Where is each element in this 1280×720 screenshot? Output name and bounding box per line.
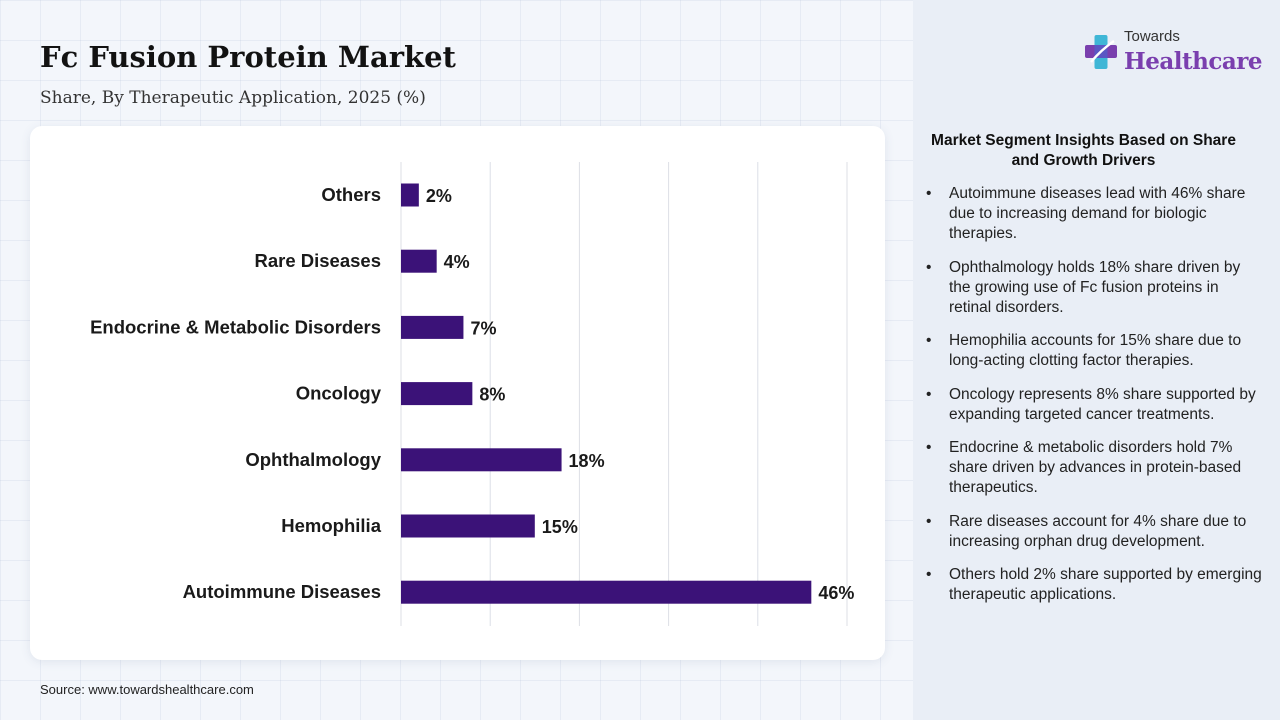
category-label: Hemophilia — [281, 515, 381, 536]
value-label: 18% — [569, 451, 605, 471]
bar — [401, 382, 473, 406]
bar — [401, 183, 419, 207]
insight-item: Rare diseases account for 4% share due t… — [923, 512, 1263, 552]
value-label: 2% — [426, 186, 452, 206]
brand-logo: Towards Healthcare — [1081, 28, 1263, 78]
chart-card: Others 2% Rare Diseases 4% Endocrine & Metab… — [30, 126, 885, 660]
source-note: Source: www.towardshealthcare.com — [40, 682, 254, 697]
plus-cross-icon — [1085, 35, 1117, 69]
insights-title: Market Segment Insights Based on Share a… — [931, 132, 1236, 169]
brand-name-bottom: Healthcare — [1124, 48, 1263, 75]
bar — [401, 249, 437, 273]
insight-item: Autoimmune diseases lead with 46% share … — [923, 184, 1263, 244]
insight-item: Hemophilia accounts for 15% share due to… — [923, 331, 1263, 371]
bar — [401, 580, 812, 604]
category-label: Ophthalmology — [245, 449, 381, 470]
insight-item: Oncology represents 8% share supported b… — [923, 385, 1263, 425]
value-label: 15% — [542, 517, 578, 537]
value-label: 46% — [818, 583, 854, 603]
bar-chart: Others 2% Rare Diseases 4% Endocrine & Metab… — [90, 162, 854, 626]
value-label: 7% — [470, 318, 496, 338]
page-title: Fc Fusion Protein Market — [40, 40, 456, 74]
category-label: Oncology — [296, 383, 382, 404]
insights-panel: Towards Healthcare Market Segment Insigh… — [913, 0, 1280, 720]
page-subtitle: Share, By Therapeutic Application, 2025 … — [40, 88, 426, 108]
bar — [401, 315, 464, 339]
value-label: 8% — [479, 385, 505, 405]
insight-item: Endocrine & metabolic disorders hold 7% … — [923, 438, 1263, 498]
insight-item: Others hold 2% share supported by emergi… — [923, 565, 1263, 605]
value-label: 4% — [444, 252, 470, 272]
category-label: Endocrine & Metabolic Disorders — [90, 316, 381, 337]
category-label: Autoimmune Diseases — [183, 581, 381, 602]
bar — [401, 514, 535, 538]
brand-name-top: Towards — [1124, 28, 1180, 45]
bar — [401, 448, 562, 472]
insights-list: Autoimmune diseases lead with 46% share … — [923, 184, 1263, 619]
insight-item: Ophthalmology holds 18% share driven by … — [923, 258, 1263, 318]
category-label: Rare Diseases — [254, 250, 381, 271]
category-label: Others — [321, 184, 381, 205]
